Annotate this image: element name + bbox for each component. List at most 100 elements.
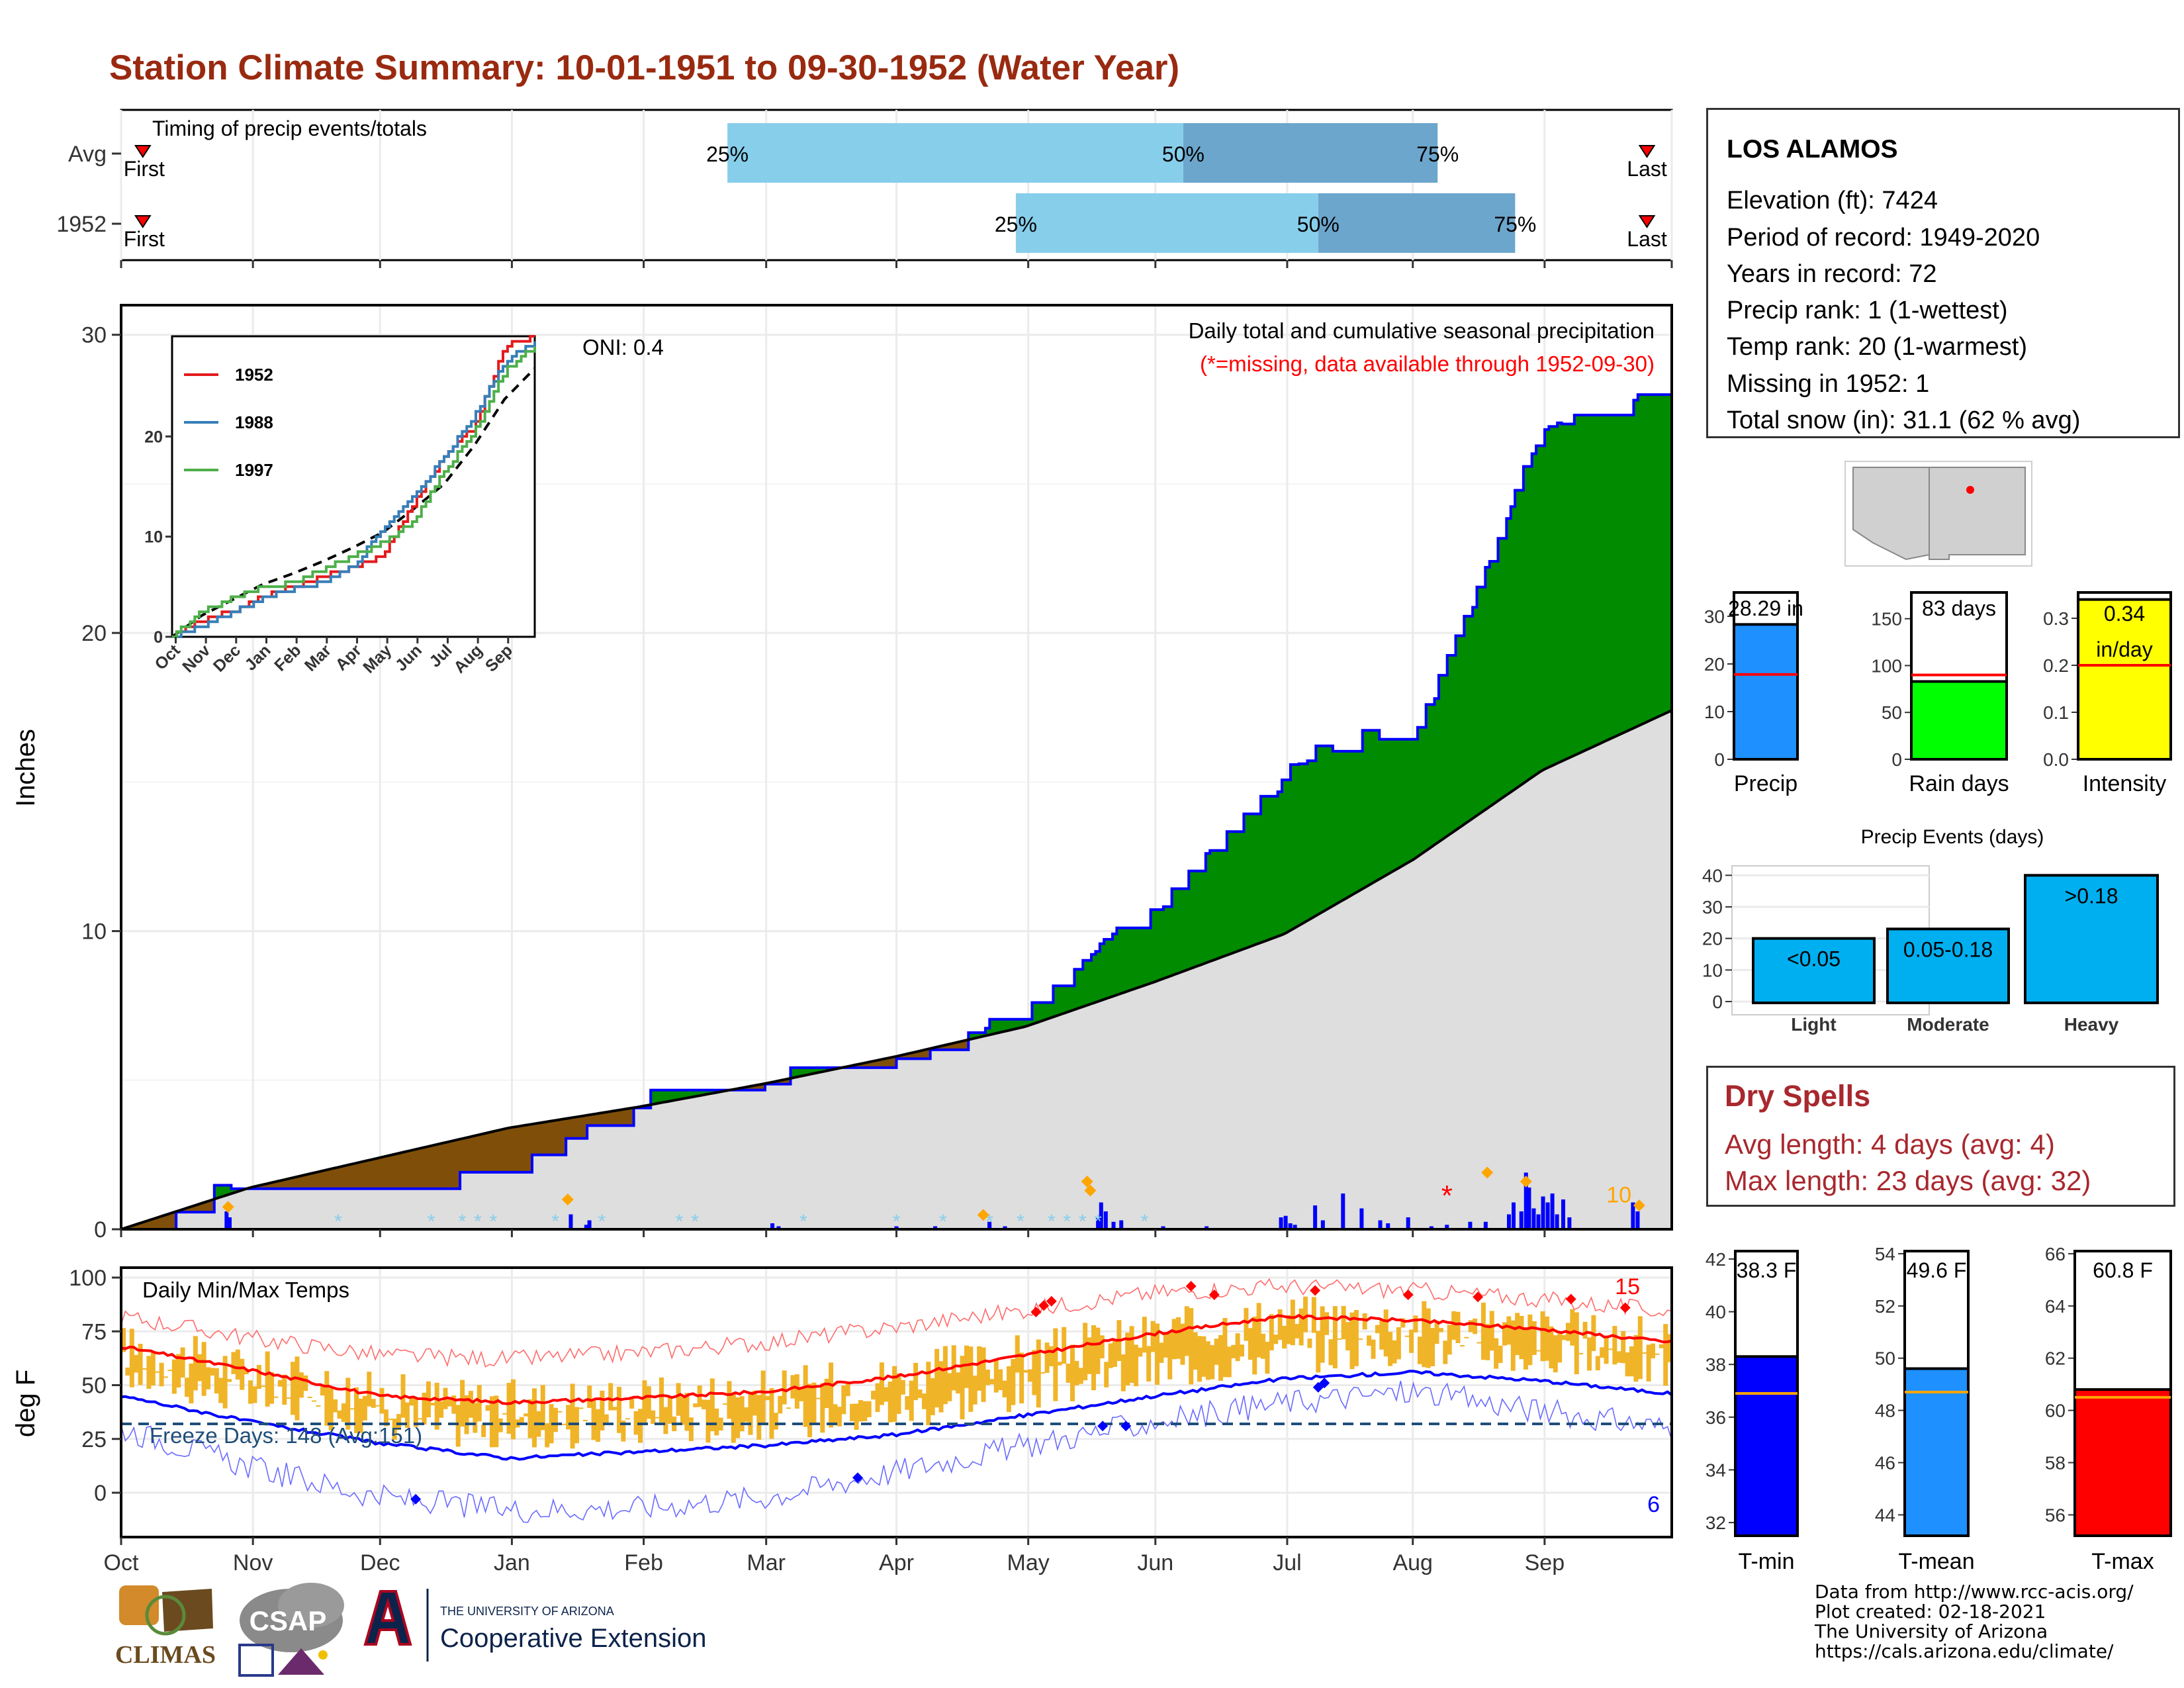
summary-bar-Rain days (1910, 680, 2008, 761)
daily-temp-bar (972, 1376, 978, 1405)
daily-temp-bar (561, 1423, 567, 1425)
daily-precip-bar (1550, 1193, 1555, 1229)
daily-temp-bar (638, 1409, 643, 1443)
daily-temp-bar (1218, 1335, 1224, 1381)
daily-temp-bar (316, 1405, 321, 1407)
daily-temp-bar (629, 1396, 635, 1409)
daily-temp-bar (1099, 1335, 1105, 1359)
daily-temp-bar (1027, 1369, 1032, 1382)
daily-temp-bar (261, 1385, 266, 1387)
month-axis-label: Jan (494, 1550, 530, 1575)
daily-temp-bar (125, 1367, 130, 1376)
climas-logo-ring (145, 1595, 186, 1636)
daily-temp-bar (1422, 1301, 1427, 1368)
daily-temp-bar (646, 1386, 651, 1419)
daily-temp-bar (811, 1382, 817, 1424)
daily-temp-bar (591, 1400, 596, 1440)
daily-temp-bar (1171, 1319, 1177, 1360)
daily-temp-bar (1667, 1334, 1672, 1362)
daily-temp-bar (121, 1328, 126, 1352)
daily-temp-bar (155, 1371, 160, 1373)
daily-temp-bar (1443, 1340, 1448, 1364)
daily-temp-bar (1091, 1325, 1096, 1391)
daily-temp-bar (506, 1383, 512, 1434)
summary-bar-Intensity (2077, 598, 2172, 761)
snow-marker-icon: * (489, 1211, 497, 1233)
temp-y-tick-label: 25 (81, 1427, 107, 1452)
daily-temp-bar (455, 1405, 461, 1447)
daily-precip-bar (1279, 1217, 1283, 1229)
daily-temp-bar (434, 1382, 439, 1430)
snow-marker-icon: * (428, 1211, 435, 1233)
daily-temp-bar (430, 1403, 435, 1406)
daily-temp-bar (531, 1388, 537, 1448)
timing-row-label: 1952 (56, 212, 107, 237)
daily-temp-bar (218, 1378, 224, 1403)
daily-temp-bar (273, 1396, 279, 1398)
daily-temp-bar (1066, 1363, 1071, 1383)
snow-marker-icon: * (334, 1211, 342, 1233)
snow-marker-icon: * (1048, 1211, 1056, 1233)
daily-precip-bar (1555, 1214, 1559, 1229)
daily-temp-bar (938, 1361, 944, 1413)
snow-marker-icon: * (799, 1211, 807, 1233)
temp-summary-name-label: T-max (2091, 1549, 2154, 1574)
first-label: First (124, 157, 165, 181)
daily-temp-bar (392, 1419, 397, 1440)
summary-y-tick-label: 150 (1871, 609, 1902, 630)
inset-series-line-1997 (172, 346, 536, 638)
timing-p50-label: 50% (1297, 212, 1340, 236)
daily-temp-bar (1540, 1311, 1545, 1362)
daily-temp-bar (460, 1380, 465, 1427)
daily-temp-bar (778, 1395, 783, 1414)
daily-temp-bar (1184, 1306, 1189, 1356)
daily-temp-bar (663, 1407, 668, 1434)
daily-temp-bar (210, 1368, 215, 1376)
daily-precip-bar (1429, 1226, 1433, 1229)
daily-temp-bar (1320, 1306, 1325, 1363)
daily-temp-bar (1527, 1314, 1533, 1366)
daily-temp-bar (1057, 1362, 1062, 1366)
temp-summary-y-tick-label: 36 (1706, 1407, 1726, 1428)
snow-marker-icon: * (1141, 1211, 1149, 1233)
daily-precip-bar (776, 1226, 781, 1229)
daily-temp-bar (803, 1365, 808, 1427)
daily-temp-bar (1062, 1327, 1067, 1364)
events-y-tick-label: 40 (1702, 865, 1723, 886)
events-y-tick-label: 20 (1702, 929, 1723, 949)
daily-temp-bar (655, 1417, 660, 1419)
daily-temp-bar (748, 1391, 753, 1435)
daily-temp-bar (1447, 1325, 1452, 1355)
events-category-label: Moderate (1907, 1014, 1989, 1035)
daily-temp-bar (1629, 1346, 1634, 1377)
summary-value-label: 0.34 (2104, 602, 2145, 626)
temp-summary-y-tick-label: 50 (1875, 1348, 1895, 1369)
temp-summary-y-tick-label: 64 (2045, 1296, 2066, 1317)
daily-temp-bar (235, 1349, 240, 1380)
daily-precip-bar (1527, 1187, 1531, 1229)
daily-temp-bar (468, 1391, 473, 1418)
daily-temp-bar (718, 1417, 723, 1431)
daily-temp-bar (1053, 1328, 1058, 1401)
temp-summary-y-tick-label: 62 (2045, 1348, 2066, 1369)
daily-temp-bar (1349, 1312, 1355, 1370)
daily-temp-bar (171, 1359, 177, 1394)
record-high-marker-icon (1185, 1281, 1197, 1291)
daily-temp-bar (333, 1399, 338, 1413)
daily-temp-bar (815, 1397, 821, 1399)
daily-precip-bar (1406, 1217, 1410, 1229)
timing-bar-25-50 (727, 123, 1183, 183)
record-high-marker-icon (1208, 1289, 1220, 1300)
daily-temp-bar (998, 1369, 1003, 1391)
precip-rank-text: Precip rank: 1 (1-wettest) (1727, 297, 2008, 324)
snow-marker-icon: * (939, 1211, 947, 1233)
daily-temp-bar (163, 1376, 169, 1378)
events-bar-label: >0.18 (2065, 884, 2118, 908)
month-axis-label: Jun (1137, 1550, 1173, 1575)
temp-summary-bar-T-max (2073, 1388, 2172, 1537)
daily-temp-bar (942, 1346, 948, 1405)
record-low-marker-icon (1319, 1378, 1330, 1389)
record-high-marker-icon (1030, 1307, 1042, 1317)
daily-temp-bar (282, 1374, 287, 1405)
snow-marker-icon: * (598, 1211, 606, 1233)
